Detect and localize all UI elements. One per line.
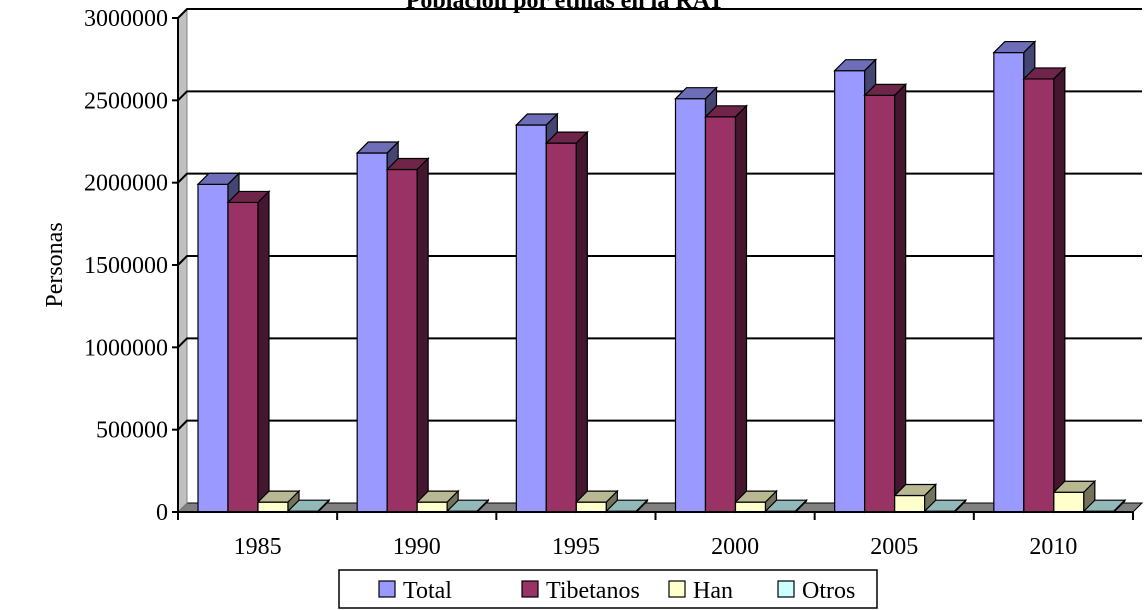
legend-label: Otros	[802, 578, 855, 604]
x-tick-label: 2000	[711, 534, 759, 560]
x-tick-label: 1985	[234, 534, 282, 560]
chart-title: Población por etnias en la RAT	[406, 0, 724, 14]
bar	[385, 157, 430, 514]
bar	[704, 104, 748, 514]
x-tick-label: 2010	[1029, 534, 1077, 560]
x-tick-label: 1995	[552, 534, 600, 560]
bar	[226, 189, 271, 514]
legend-swatch	[378, 580, 396, 598]
y-axis-label: Personas	[42, 222, 68, 307]
y-tick-label: 2000000	[84, 171, 168, 197]
bar	[256, 489, 301, 514]
y-tick-label: 2500000	[84, 88, 168, 114]
gridline	[177, 90, 1142, 102]
gridline	[177, 255, 1142, 266]
bar	[544, 130, 589, 514]
gridline	[177, 8, 1142, 19]
y-tick-label: 0	[156, 500, 168, 526]
bar	[1022, 66, 1067, 514]
y-tick-label: 1500000	[84, 253, 168, 279]
legend-swatch	[521, 580, 539, 598]
legend-label: Total	[403, 578, 452, 604]
gridline	[177, 172, 1142, 184]
legend-label: Tibetanos	[546, 578, 640, 604]
bar	[863, 82, 908, 514]
y-tick-label: 1000000	[84, 335, 168, 361]
legend-swatch	[777, 580, 795, 598]
x-tick-label: 1990	[393, 534, 441, 560]
x-tick-label: 2005	[870, 534, 918, 560]
y-tick-label: 3000000	[84, 6, 168, 32]
legend-label: Han	[693, 578, 733, 604]
bar	[734, 489, 778, 514]
legend-swatch	[668, 580, 686, 598]
gridline	[177, 419, 1142, 431]
y-tick-label: 500000	[96, 418, 168, 444]
bar	[445, 498, 490, 514]
gridline	[177, 337, 1142, 349]
